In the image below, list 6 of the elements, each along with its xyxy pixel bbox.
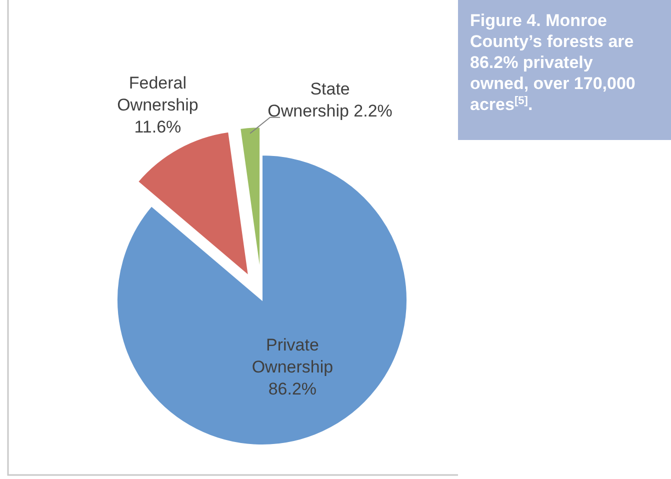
data-label: 86.2% bbox=[268, 379, 317, 398]
data-label: 11.6% bbox=[134, 117, 182, 136]
slice-label: Federal Ownership bbox=[117, 73, 198, 114]
slice-label: State Ownership 2.2% bbox=[268, 79, 392, 120]
slice-label: Private Ownership bbox=[252, 335, 334, 376]
text: Figure 4. Monroe County’s forests are 86.2% privately owned, over 170,000 acres$^{[5]}$. bbox=[470, 11, 636, 114]
